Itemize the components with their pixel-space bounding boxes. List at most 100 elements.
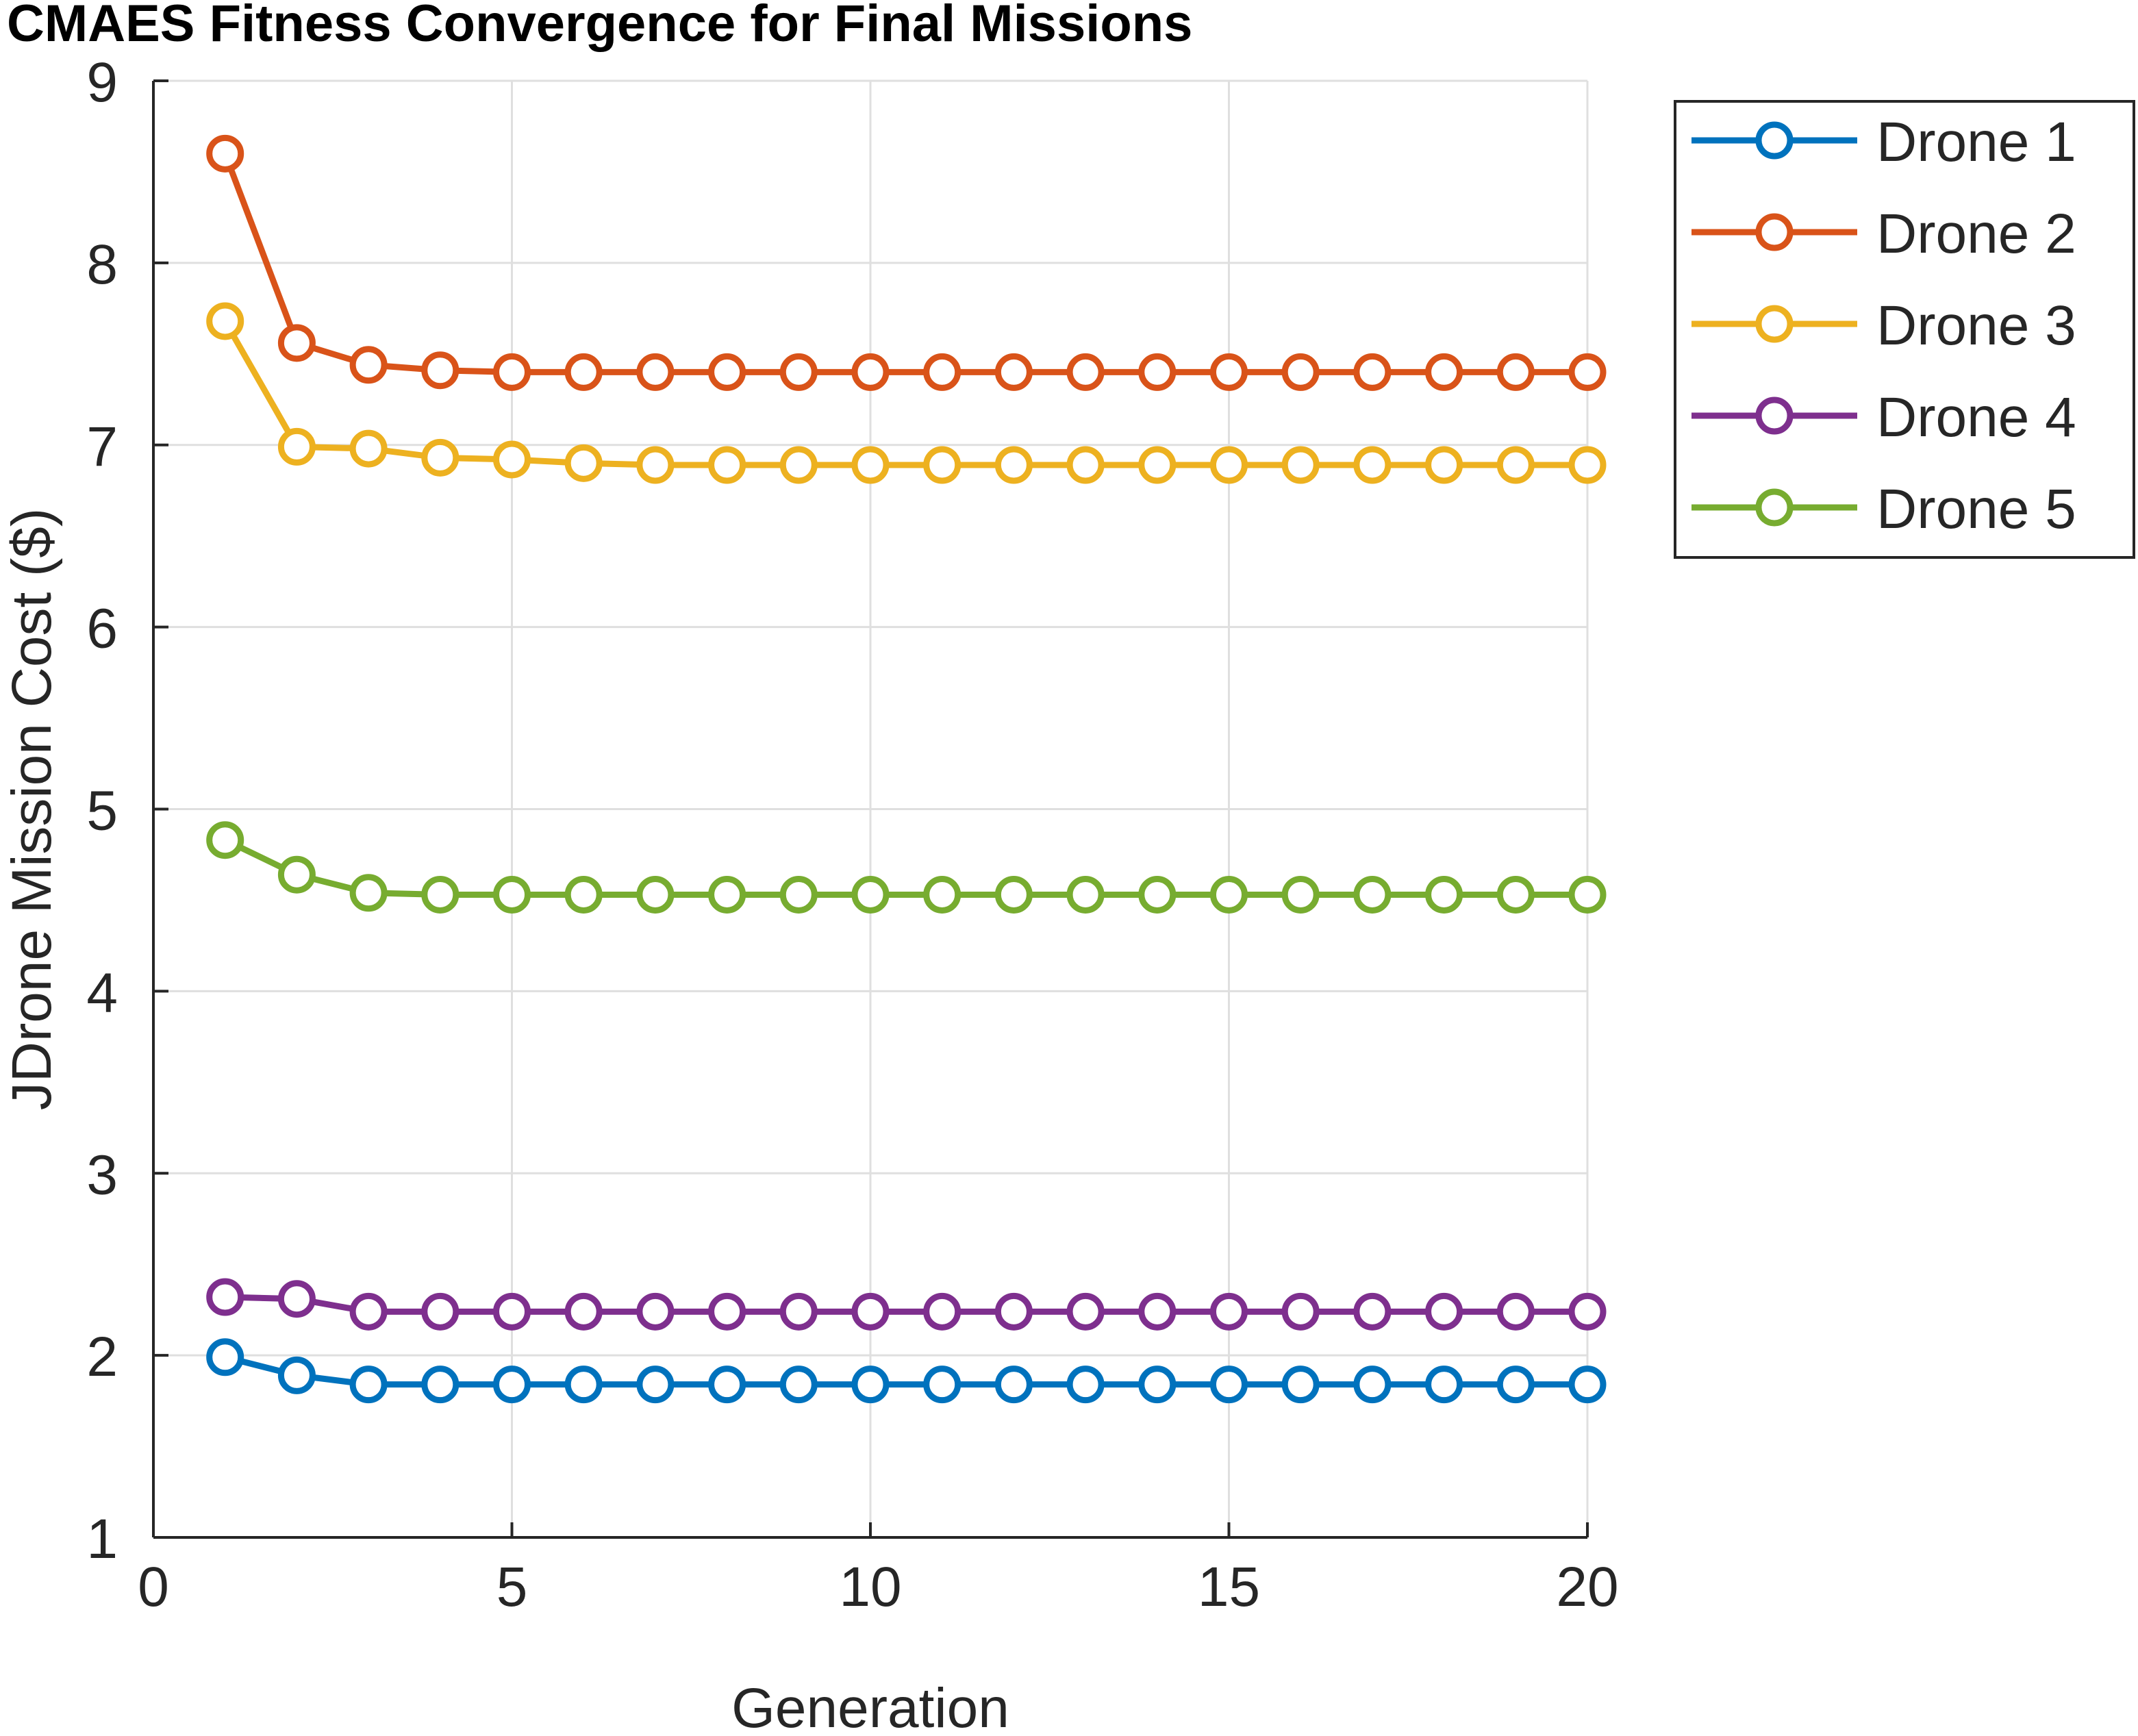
data-point xyxy=(421,1292,460,1331)
x-tick-label: 20 xyxy=(1556,1556,1618,1618)
x-tick-label: 0 xyxy=(138,1556,169,1618)
data-point xyxy=(708,446,746,484)
data-point xyxy=(1138,1292,1177,1331)
data-point xyxy=(1496,1366,1535,1404)
data-point xyxy=(1496,446,1535,484)
legend-item: Drone 5 xyxy=(1691,478,2076,540)
data-point xyxy=(1138,875,1177,914)
y-tick-label: 2 xyxy=(86,1326,118,1388)
data-point xyxy=(1066,875,1105,914)
data-point xyxy=(421,438,460,477)
data-point xyxy=(206,1338,244,1376)
data-point xyxy=(1210,1292,1248,1331)
data-point xyxy=(851,875,890,914)
series-layer xyxy=(206,134,1607,1404)
data-point xyxy=(1210,446,1248,484)
legend: Drone 1 Drone 2 Drone 3 Drone 4 Drone 5 xyxy=(1674,100,2135,559)
y-tick-label: 1 xyxy=(86,1508,118,1570)
data-point xyxy=(1353,446,1392,484)
y-tick-label: 4 xyxy=(86,961,118,1024)
data-point xyxy=(1425,353,1463,391)
legend-marker-swatch xyxy=(1755,305,1794,343)
data-point xyxy=(1066,353,1105,391)
data-point xyxy=(1353,353,1392,391)
data-point xyxy=(994,1366,1033,1404)
data-point xyxy=(1568,446,1607,484)
legend-marker-swatch xyxy=(1755,397,1794,435)
legend-item: Drone 2 xyxy=(1691,203,2076,265)
data-point xyxy=(206,134,244,173)
data-point xyxy=(1425,875,1463,914)
data-point xyxy=(277,1356,316,1394)
legend-item: Drone 3 xyxy=(1691,294,2076,357)
data-point xyxy=(1281,353,1320,391)
data-point xyxy=(923,1366,961,1404)
series-4 xyxy=(206,1278,1607,1331)
data-point xyxy=(708,1366,746,1404)
data-point xyxy=(564,1366,603,1404)
chart-title: CMAES Fitness Convergence for Final Miss… xyxy=(7,0,1192,53)
data-point xyxy=(1353,875,1392,914)
legend-box xyxy=(1674,100,2135,559)
data-point xyxy=(994,1292,1033,1331)
data-point xyxy=(1353,1366,1392,1404)
legend-item: Drone 4 xyxy=(1691,386,2076,449)
y-axis-label: JDrone Mission Cost ($) xyxy=(1,508,63,1110)
data-point xyxy=(564,1292,603,1331)
data-point xyxy=(923,1292,961,1331)
legend-label: Drone 4 xyxy=(1876,386,2076,449)
x-tick-label: 10 xyxy=(839,1556,901,1618)
data-point xyxy=(1353,1292,1392,1331)
series-1 xyxy=(206,1338,1607,1404)
data-point xyxy=(349,346,388,384)
data-point xyxy=(779,875,818,914)
data-point xyxy=(1281,1292,1320,1331)
data-point xyxy=(636,1366,675,1404)
x-axis-label: Generation xyxy=(731,1677,1009,1733)
grid xyxy=(153,79,1589,1537)
data-point xyxy=(1496,353,1535,391)
legend-marker-swatch xyxy=(1755,488,1794,527)
y-tick-label: 5 xyxy=(86,780,118,842)
data-point xyxy=(923,353,961,391)
legend-label: Drone 3 xyxy=(1876,294,2076,357)
data-point xyxy=(349,1366,388,1404)
data-point xyxy=(851,1292,890,1331)
data-point xyxy=(779,446,818,484)
data-point xyxy=(1281,875,1320,914)
data-point xyxy=(994,446,1033,484)
y-tick-label: 3 xyxy=(86,1144,118,1206)
axes: 0 5 10 15 20 1 2 3 4 5 6 7 8 9 xyxy=(86,51,1618,1618)
data-point xyxy=(1568,1292,1607,1331)
data-point xyxy=(1425,446,1463,484)
data-point xyxy=(1210,1366,1248,1404)
data-point xyxy=(636,1292,675,1331)
data-point xyxy=(779,353,818,391)
y-tick-label: 6 xyxy=(86,598,118,660)
data-point xyxy=(277,324,316,362)
data-point xyxy=(1568,353,1607,391)
data-point xyxy=(1496,875,1535,914)
legend-label: Drone 5 xyxy=(1876,478,2076,540)
data-point xyxy=(1066,446,1105,484)
data-point xyxy=(206,1278,244,1316)
legend-item: Drone 1 xyxy=(1691,111,2076,173)
data-point xyxy=(923,875,961,914)
data-point xyxy=(349,429,388,468)
x-tick-label: 5 xyxy=(496,1556,528,1618)
data-point xyxy=(779,1292,818,1331)
legend-label: Drone 2 xyxy=(1876,203,2076,265)
data-point xyxy=(1281,1366,1320,1404)
data-point xyxy=(1425,1366,1463,1404)
data-point xyxy=(708,1292,746,1331)
data-point xyxy=(779,1366,818,1404)
legend-marker-swatch xyxy=(1755,121,1794,160)
data-point xyxy=(1138,446,1177,484)
data-point xyxy=(1210,875,1248,914)
y-tick-label: 9 xyxy=(86,51,118,114)
data-point xyxy=(1138,1366,1177,1404)
data-point xyxy=(349,874,388,912)
data-point xyxy=(636,446,675,484)
